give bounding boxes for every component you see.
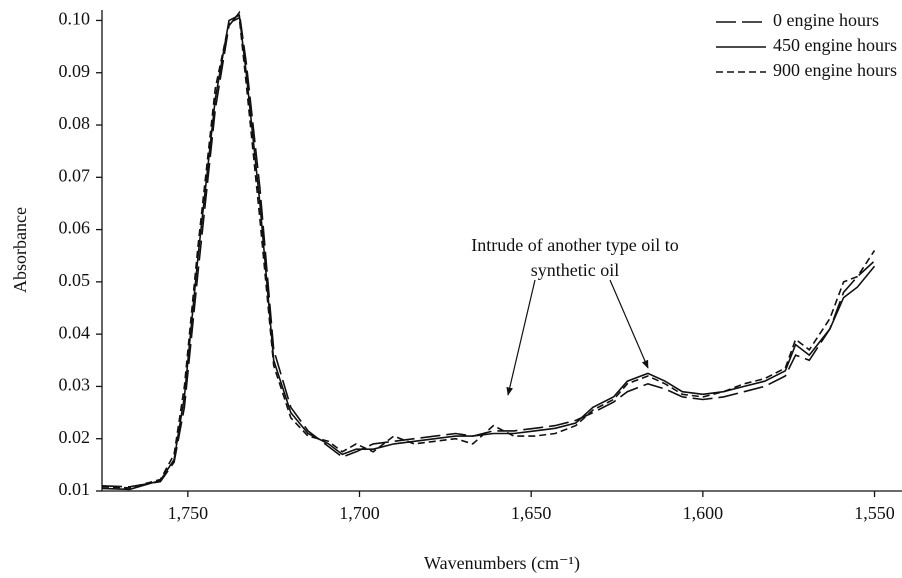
y-tick-label: 0.02 bbox=[59, 427, 91, 447]
legend-label: 450 engine hours bbox=[773, 35, 897, 55]
annotation-line: synthetic oil bbox=[531, 260, 620, 280]
y-tick-label: 0.09 bbox=[59, 61, 91, 81]
annotation-line: Intrude of another type oil to bbox=[471, 235, 678, 255]
y-tick-label: 0.04 bbox=[59, 322, 91, 342]
y-tick-label: 0.01 bbox=[59, 479, 91, 499]
x-tick-label: 1,600 bbox=[683, 503, 724, 523]
legend-label: 0 engine hours bbox=[773, 10, 879, 30]
annotation-arrow bbox=[506, 279, 536, 396]
y-tick-label: 0.10 bbox=[59, 9, 91, 29]
y-tick-label: 0.03 bbox=[59, 375, 91, 395]
series-line bbox=[101, 13, 876, 491]
series-line bbox=[101, 16, 876, 489]
y-tick-label: 0.05 bbox=[59, 270, 91, 290]
x-tick-label: 1,650 bbox=[511, 503, 552, 523]
x-tick-label: 1,700 bbox=[339, 503, 380, 523]
y-tick-label: 0.06 bbox=[59, 218, 91, 238]
y-axis-label: Absorbance bbox=[10, 207, 30, 293]
x-tick-label: 1,750 bbox=[168, 503, 209, 523]
annotation-arrow bbox=[609, 279, 649, 369]
legend-label: 900 engine hours bbox=[773, 60, 897, 80]
x-tick-label: 1,550 bbox=[854, 503, 895, 523]
y-tick-label: 0.08 bbox=[59, 113, 91, 133]
y-tick-label: 0.07 bbox=[59, 165, 91, 185]
x-axis-label: Wavenumbers (cm⁻¹) bbox=[424, 553, 580, 574]
